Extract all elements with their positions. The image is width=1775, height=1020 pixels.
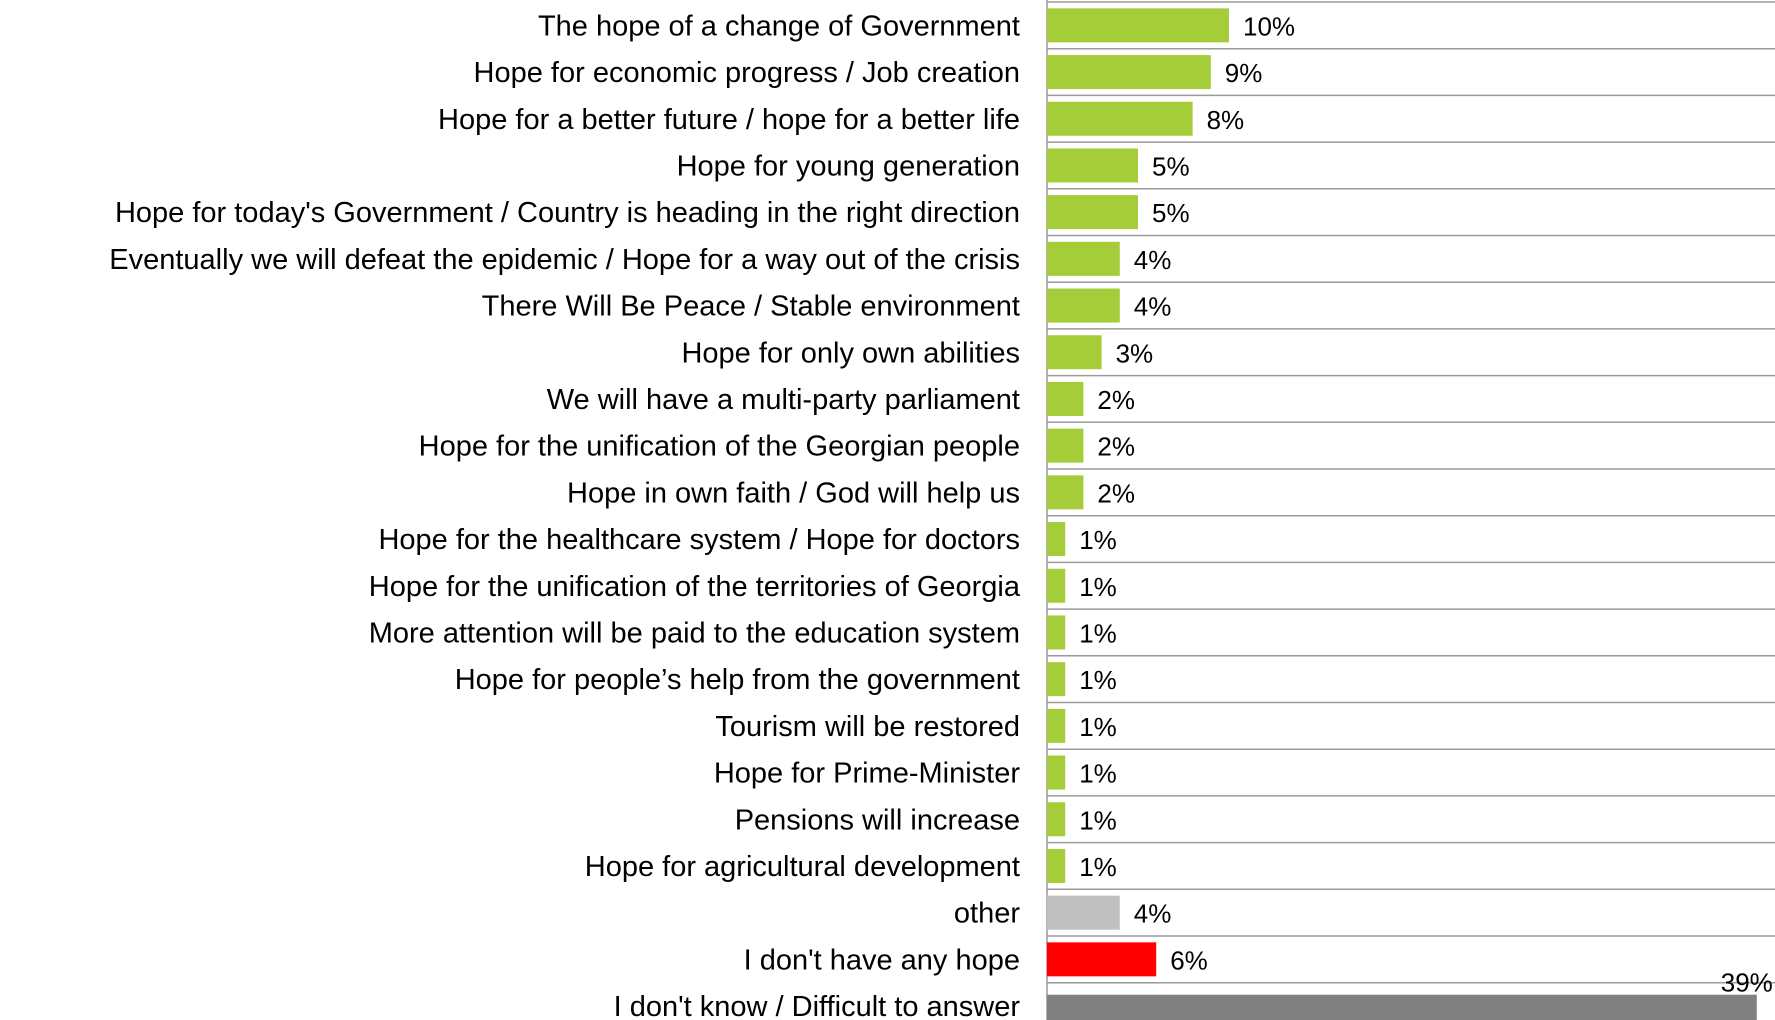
bar	[1047, 335, 1102, 369]
category-label: Hope for the unification of the territor…	[369, 571, 1021, 603]
bar	[1047, 896, 1120, 930]
bar	[1047, 522, 1065, 556]
data-label: 2%	[1097, 432, 1135, 462]
category-label: Hope for Prime-Minister	[714, 758, 1021, 790]
category-label: Hope for economic progress / Job creatio…	[474, 57, 1020, 89]
bar	[1047, 8, 1229, 42]
data-label: 6%	[1170, 945, 1208, 975]
bar	[1047, 429, 1083, 463]
data-label: 1%	[1079, 572, 1117, 602]
bar	[1047, 615, 1065, 649]
bar	[1047, 802, 1065, 836]
category-label: Hope for young generation	[677, 150, 1020, 182]
data-label: 1%	[1079, 618, 1117, 648]
data-label: 1%	[1079, 665, 1117, 695]
category-label: Hope for today's Government / Country is…	[115, 197, 1020, 229]
category-label: Hope for a better future / hope for a be…	[438, 104, 1020, 136]
category-label: Hope for only own abilities	[681, 337, 1020, 369]
category-label: Eventually we will defeat the epidemic /…	[109, 244, 1020, 276]
bar	[1047, 849, 1065, 883]
bar	[1047, 382, 1083, 416]
category-label: Pensions will increase	[735, 804, 1020, 836]
bar	[1047, 569, 1065, 603]
data-label: 2%	[1097, 385, 1135, 415]
bar	[1047, 195, 1138, 229]
data-label: 9%	[1225, 58, 1263, 88]
bar	[1047, 102, 1193, 136]
category-label: More attention will be paid to the educa…	[369, 617, 1020, 649]
bar	[1047, 475, 1083, 509]
bar	[1047, 148, 1138, 182]
data-label: 4%	[1134, 292, 1172, 322]
category-labels: The hope of a change of Government Hope f…	[109, 10, 1021, 1020]
category-label: Hope for agricultural development	[585, 851, 1020, 883]
data-label: 5%	[1152, 198, 1190, 228]
category-label: Hope for the healthcare system / Hope fo…	[378, 524, 1020, 556]
category-label: I don't know / Difficult to answer	[614, 991, 1021, 1020]
category-label: Hope for people’s help from the governme…	[455, 664, 1020, 696]
category-label: The hope of a change of Government	[538, 10, 1020, 42]
bar	[1047, 55, 1211, 89]
data-label: 4%	[1134, 899, 1172, 929]
bar	[1047, 289, 1120, 323]
value-labels: 10% 9% 8% 5% 5% 4% 4% 3% 2% 2% 2% 1% 1% 1% 1% 1% 1% 1% 1% 4…	[1079, 11, 1773, 997]
bar	[1047, 756, 1065, 790]
category-label: Hope for the unification of the Georgian…	[419, 431, 1020, 463]
category-label: There Will Be Peace / Stable environment	[482, 291, 1020, 323]
data-label: 10%	[1243, 11, 1295, 41]
data-label: 3%	[1116, 338, 1154, 368]
category-label: Tourism will be restored	[715, 711, 1020, 743]
bar	[1047, 709, 1065, 743]
bar	[1047, 662, 1065, 696]
data-label: 1%	[1079, 712, 1117, 742]
category-label: I don't have any hope	[744, 944, 1020, 976]
bar	[1047, 242, 1120, 276]
category-label: other	[954, 898, 1020, 930]
data-label: 4%	[1134, 245, 1172, 275]
data-label: 2%	[1097, 478, 1135, 508]
data-label: 1%	[1079, 759, 1117, 789]
data-label: 1%	[1079, 805, 1117, 835]
data-label: 1%	[1079, 852, 1117, 882]
category-label: We will have a multi-party parliament	[547, 384, 1020, 416]
data-label: 8%	[1207, 105, 1245, 135]
data-label: 1%	[1079, 525, 1117, 555]
bar	[1047, 942, 1156, 976]
data-label: 5%	[1152, 151, 1190, 181]
data-label: 39%	[1721, 968, 1773, 998]
category-label: Hope in own faith / God will help us	[567, 477, 1020, 509]
bar	[1047, 995, 1757, 1020]
